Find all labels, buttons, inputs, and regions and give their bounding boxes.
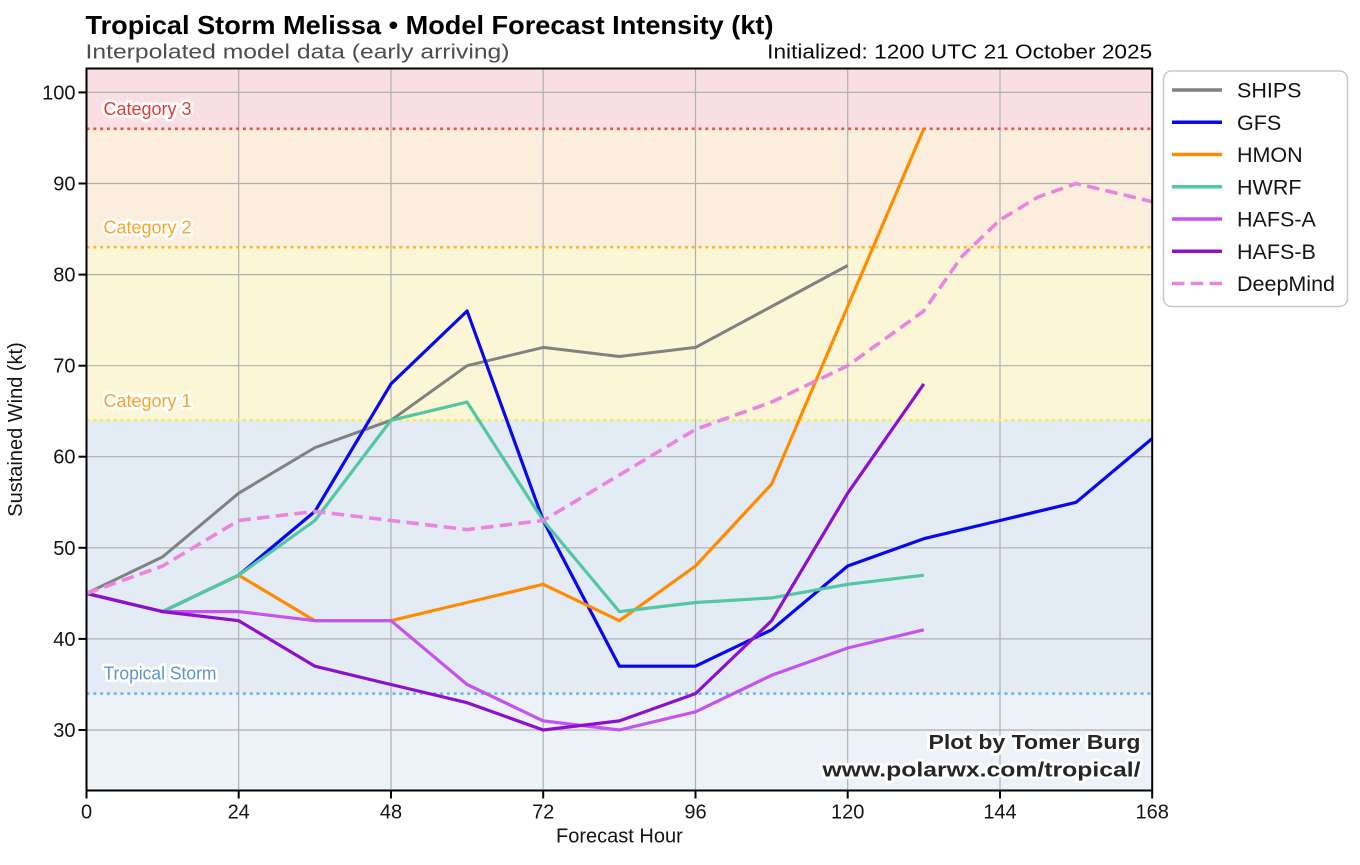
svg-text:Category 3: Category 3: [104, 98, 192, 119]
svg-text:144: 144: [983, 802, 1016, 824]
svg-text:90: 90: [53, 174, 75, 196]
svg-text:Category 1: Category 1: [104, 390, 192, 411]
svg-text:Tropical Storm: Tropical Storm: [104, 663, 217, 684]
svg-text:72: 72: [532, 802, 554, 824]
svg-text:50: 50: [53, 538, 75, 560]
svg-text:0: 0: [81, 802, 92, 824]
svg-text:GFS: GFS: [1237, 111, 1281, 135]
svg-text:www.polarwx.com/tropical/: www.polarwx.com/tropical/: [821, 760, 1141, 782]
svg-text:HAFS-B: HAFS-B: [1237, 240, 1316, 264]
svg-text:DeepMind: DeepMind: [1237, 272, 1335, 296]
svg-text:120: 120: [831, 802, 864, 824]
svg-text:60: 60: [53, 447, 75, 469]
svg-text:Forecast Hour: Forecast Hour: [556, 826, 683, 848]
svg-text:40: 40: [53, 629, 75, 651]
svg-text:Initialized: 1200 UTC 21 Octob: Initialized: 1200 UTC 21 October 2025: [767, 42, 1152, 64]
svg-text:SHIPS: SHIPS: [1237, 79, 1302, 103]
svg-text:168: 168: [1136, 802, 1169, 824]
svg-text:24: 24: [228, 802, 250, 824]
svg-text:Interpolated model data (early: Interpolated model data (early arriving): [86, 41, 510, 64]
svg-text:30: 30: [53, 720, 75, 742]
svg-text:Sustained Wind (kt): Sustained Wind (kt): [5, 342, 27, 517]
svg-text:80: 80: [53, 265, 75, 287]
svg-text:96: 96: [684, 802, 706, 824]
svg-text:HMON: HMON: [1237, 143, 1303, 167]
svg-text:HWRF: HWRF: [1237, 175, 1301, 199]
svg-text:100: 100: [42, 82, 75, 104]
svg-text:70: 70: [53, 356, 75, 378]
svg-text:Plot by Tomer Burg: Plot by Tomer Burg: [929, 732, 1141, 754]
svg-text:Category 2: Category 2: [104, 217, 192, 238]
svg-text:48: 48: [380, 802, 402, 824]
svg-text:Tropical Storm Melissa • Model: Tropical Storm Melissa • Model Forecast …: [86, 10, 774, 40]
svg-text:HAFS-A: HAFS-A: [1237, 208, 1317, 232]
